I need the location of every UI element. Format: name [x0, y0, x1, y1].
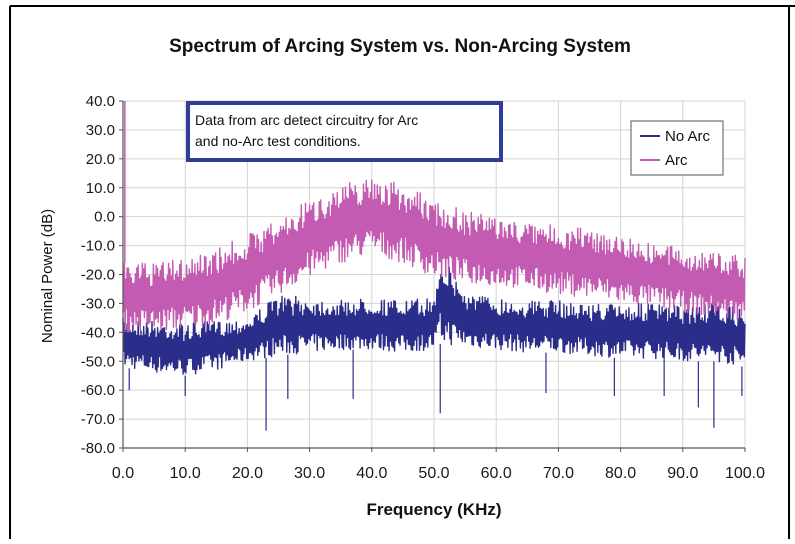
y-tick-label: -60.0	[81, 382, 115, 399]
y-tick-label: -70.0	[81, 411, 115, 428]
legend: No Arc Arc	[630, 120, 724, 176]
chart-title: Spectrum of Arcing System vs. Non-Arcing…	[169, 36, 631, 57]
x-tick-label: 100.0	[725, 465, 765, 482]
annotation-frame	[186, 101, 503, 162]
y-tick-label: -20.0	[81, 267, 115, 284]
y-axis-label: Nominal Power (dB)	[39, 209, 56, 343]
annotation-box: Data from arc detect circuitry for Arc a…	[186, 101, 503, 162]
legend-box	[630, 120, 724, 176]
x-tick-label: 10.0	[170, 465, 201, 482]
x-tick-label: 60.0	[481, 465, 512, 482]
x-tick-label: 20.0	[232, 465, 263, 482]
y-tick-label: 0.0	[94, 209, 115, 226]
y-tick-label: 20.0	[86, 151, 115, 168]
y-tick-label: -30.0	[81, 295, 115, 312]
legend-label-no-arc: No Arc	[665, 128, 711, 145]
x-tick-label: 0.0	[112, 465, 134, 482]
y-tick-label: -80.0	[81, 440, 115, 457]
y-tick-label: 30.0	[86, 122, 115, 139]
series-line-arc	[122, 179, 746, 333]
series-no-arc	[122, 266, 746, 431]
y-tick-label: -50.0	[81, 353, 115, 370]
series-arc	[122, 101, 746, 333]
x-tick-label: 70.0	[543, 465, 574, 482]
x-tick-label: 50.0	[418, 465, 449, 482]
y-tick-label: 10.0	[86, 180, 115, 197]
annotation-line-1: Data from arc detect circuitry for Arc	[195, 112, 418, 128]
y-tick-label: 40.0	[86, 93, 115, 110]
legend-label-arc: Arc	[665, 152, 688, 169]
x-tick-label: 80.0	[605, 465, 636, 482]
y-tick-label: -40.0	[81, 324, 115, 341]
series-line-no-arc	[122, 266, 746, 375]
x-tick-label: 40.0	[356, 465, 387, 482]
x-axis-label: Frequency (KHz)	[366, 500, 501, 519]
annotation-line-2: and no-Arc test conditions.	[195, 133, 361, 149]
x-tick-label: 30.0	[294, 465, 325, 482]
x-tick-label: 90.0	[667, 465, 698, 482]
y-tick-label: -10.0	[81, 238, 115, 255]
